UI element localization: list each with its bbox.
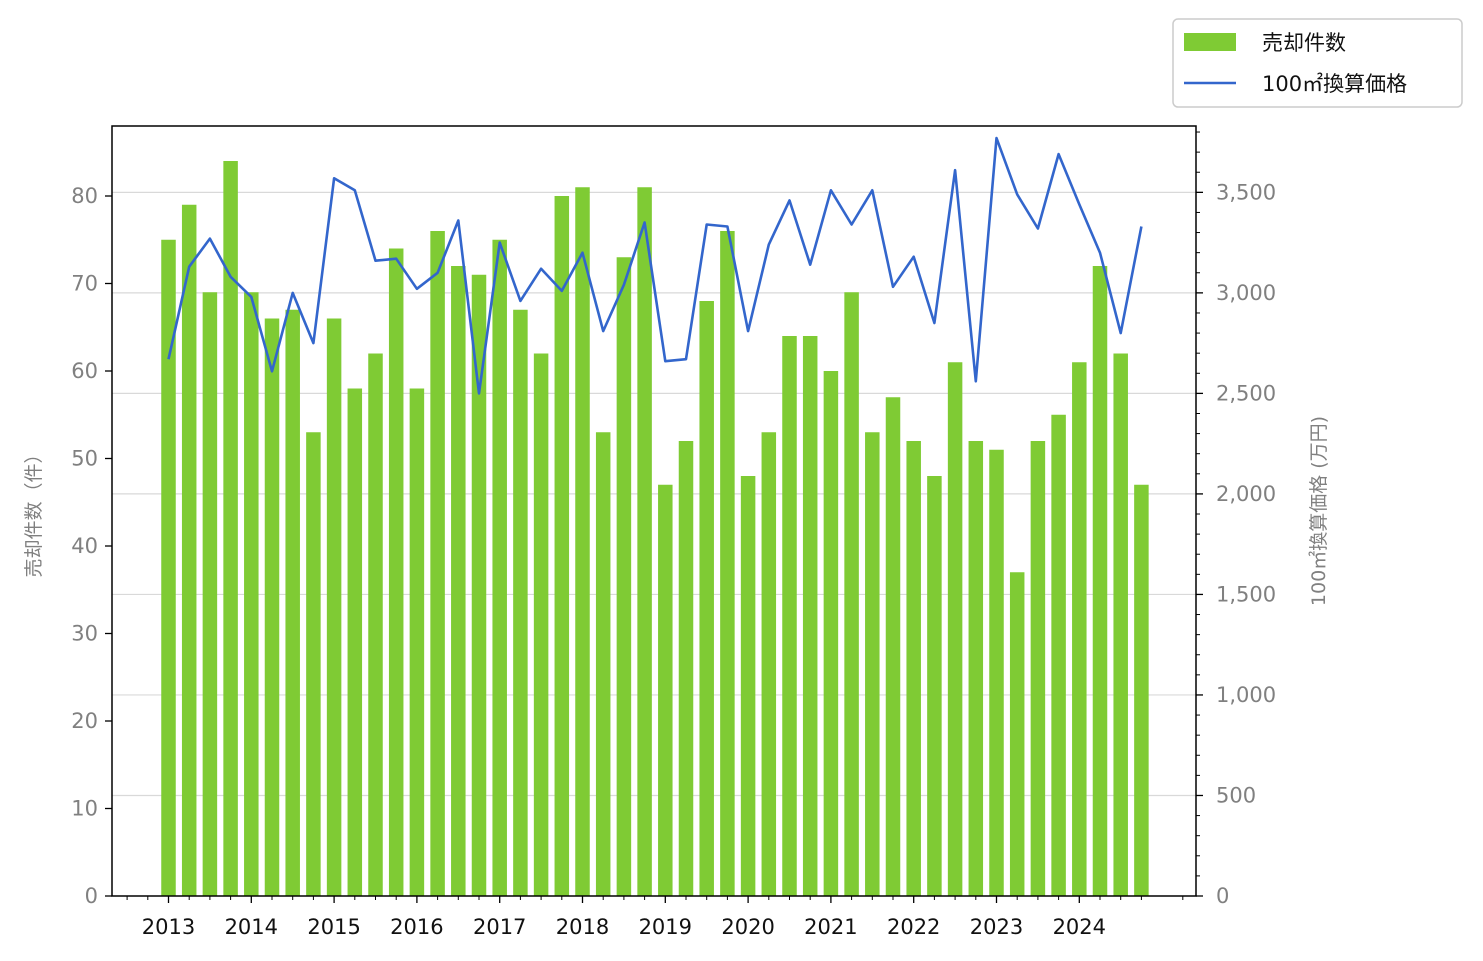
bar	[513, 309, 528, 896]
y-left-tick-label: 20	[71, 709, 98, 733]
left-axis: 0 10 20 30 40 50 60 70 80	[71, 184, 112, 908]
x-tick-label: 2013	[142, 915, 195, 939]
y-right-tick-label: 3,000	[1216, 281, 1276, 305]
y-right-tick-label: 1,000	[1216, 683, 1276, 707]
bar	[1113, 353, 1128, 896]
bar	[1134, 484, 1149, 896]
bar	[161, 239, 176, 896]
bar	[223, 161, 238, 896]
bar	[1072, 362, 1087, 896]
y-left-tick-label: 80	[71, 184, 98, 208]
bar	[782, 336, 797, 896]
price-line	[167, 136, 1143, 395]
y-axis-right-label: 100㎡換算価格 (万円)	[1307, 416, 1330, 606]
bar	[347, 388, 363, 896]
legend-label-bar: 売却件数	[1262, 31, 1346, 55]
x-tick-label: 2014	[225, 915, 278, 939]
legend-box	[1172, 18, 1463, 108]
bar	[368, 353, 383, 896]
x-tick-label: 2020	[721, 915, 774, 939]
bar	[927, 476, 942, 896]
legend: 売却件数 100㎡換算価格	[1172, 18, 1463, 108]
bar	[326, 318, 342, 896]
x-tick-label: 2015	[307, 915, 360, 939]
y-axis-left-label: 売却件数（件）	[23, 444, 45, 577]
bar	[678, 441, 694, 896]
bar	[430, 231, 445, 896]
bar	[409, 388, 425, 896]
x-tick-label: 2019	[639, 915, 692, 939]
bar	[947, 362, 963, 896]
bar	[244, 292, 259, 896]
bar	[844, 292, 859, 896]
bar	[1092, 266, 1108, 896]
x-tick-label: 2024	[1053, 915, 1106, 939]
x-tick-label: 2017	[473, 915, 526, 939]
x-tick-label: 2016	[390, 915, 443, 939]
y-left-tick-label: 70	[71, 272, 98, 296]
bar	[802, 336, 818, 896]
bar	[554, 196, 570, 896]
x-tick-label: 2023	[970, 915, 1023, 939]
legend-swatch-bar	[1184, 33, 1236, 51]
x-tick-label: 2018	[556, 915, 609, 939]
bar	[285, 309, 300, 896]
bar	[595, 432, 611, 896]
bar	[306, 432, 321, 896]
bar	[616, 257, 632, 896]
bar	[865, 432, 880, 896]
bar	[1009, 572, 1025, 896]
y-left-tick-label: 0	[85, 884, 98, 908]
y-left-tick-label: 40	[71, 534, 98, 558]
bar	[637, 187, 652, 896]
y-right-tick-label: 2,500	[1216, 381, 1276, 405]
bar-series	[161, 161, 1149, 896]
bar	[989, 449, 1004, 896]
legend-label-line: 100㎡換算価格	[1262, 72, 1407, 96]
line-series	[167, 136, 1143, 395]
bar	[533, 353, 549, 896]
right-axis: 0 500 1,000 1,500 2,000 2,500 3,000 3,500	[1196, 131, 1276, 908]
y-left-tick-label: 50	[71, 447, 98, 471]
bar	[906, 441, 921, 896]
y-left-tick-label: 60	[71, 359, 98, 383]
bar	[575, 187, 590, 896]
bar	[202, 292, 218, 896]
bar	[492, 239, 507, 896]
x-axis: 2013 2014 2015 2016 2017 2018 2019 2020 2021 2022…	[126, 896, 1184, 939]
plot-frame	[111, 125, 1197, 897]
y-left-tick-label: 30	[71, 622, 98, 646]
bar	[1030, 441, 1046, 896]
bar	[1051, 414, 1066, 896]
bar	[720, 231, 735, 896]
bar	[388, 248, 404, 896]
bar	[823, 371, 839, 896]
bar	[885, 397, 901, 896]
bar	[181, 204, 197, 896]
y-right-tick-label: 3,500	[1216, 180, 1276, 204]
y-right-tick-label: 1,500	[1216, 582, 1276, 606]
y-left-tick-label: 10	[71, 797, 98, 821]
bar	[658, 484, 673, 896]
bar	[451, 266, 466, 896]
bar	[761, 432, 777, 896]
bar	[471, 274, 487, 896]
bar	[968, 441, 984, 896]
bar	[264, 318, 280, 896]
bar	[699, 301, 714, 896]
x-tick-label: 2021	[804, 915, 857, 939]
y-right-tick-label: 0	[1216, 884, 1229, 908]
y-right-tick-label: 500	[1216, 783, 1256, 807]
y-right-tick-label: 2,000	[1216, 482, 1276, 506]
x-tick-label: 2022	[887, 915, 940, 939]
bar	[740, 476, 756, 896]
